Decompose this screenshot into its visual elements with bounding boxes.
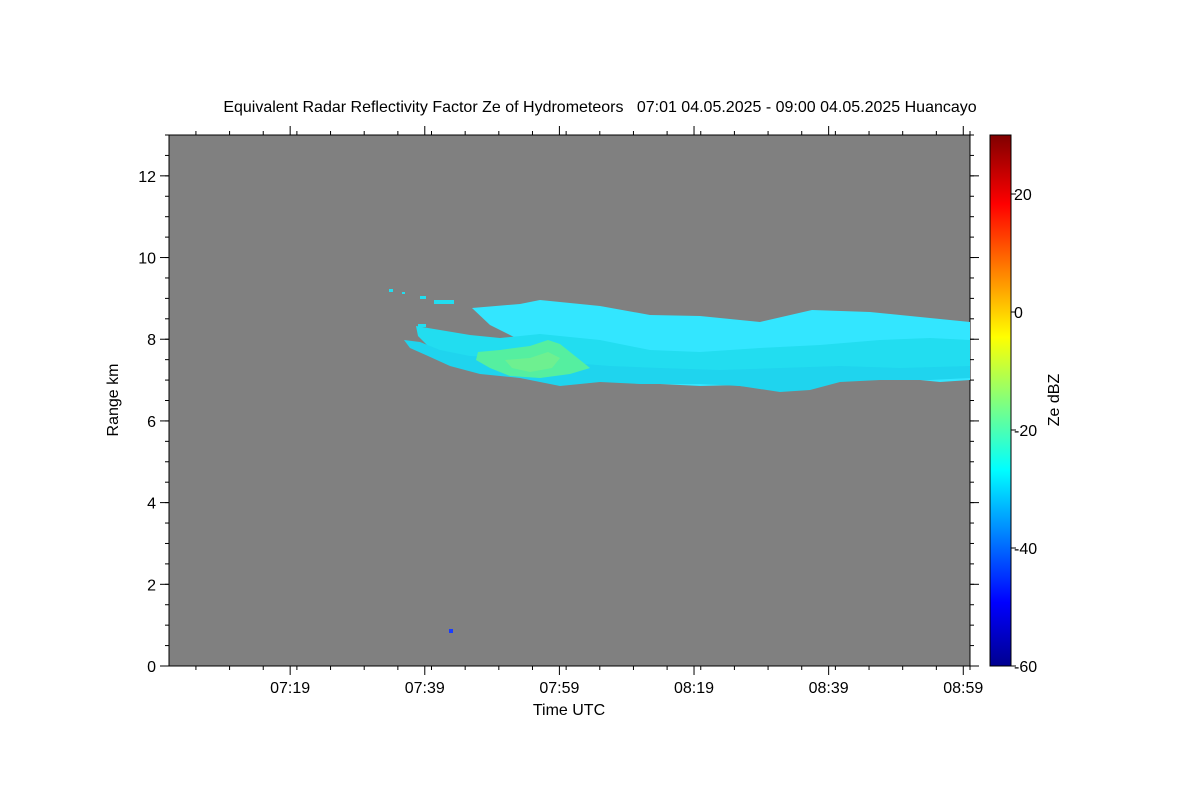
echo-layer-lower: [404, 340, 970, 392]
x-axis-label: Time UTC: [533, 702, 605, 719]
plot-area: [168, 134, 971, 667]
echo-core-inner: [505, 352, 560, 372]
colorbar-ticks: -60 -40 -20 0 20: [1011, 187, 1037, 676]
y-tick-label: 8: [147, 332, 156, 349]
y-tick-label: 2: [147, 577, 156, 594]
y-tick-label: 12: [138, 169, 156, 186]
x-tick-label: 08:19: [674, 680, 714, 697]
echo-speck: [402, 292, 405, 294]
echo-speck: [389, 289, 393, 292]
colorbar-tick-label: -40: [1014, 541, 1037, 558]
isolated-echo-point: [449, 629, 453, 633]
echo-speck: [434, 300, 454, 304]
echo-speck: [420, 296, 426, 299]
y-tick-label: 0: [147, 659, 156, 676]
colorbar-label: Ze dBZ: [1046, 374, 1063, 427]
echo-speck: [418, 324, 426, 327]
colorbar-tick-label: -20: [1014, 423, 1037, 440]
colorbar-tick-label: 20: [1014, 187, 1032, 204]
y-tick-label: 6: [147, 414, 156, 431]
y-tick-label: 10: [138, 251, 156, 268]
colorbar-tick-label: -60: [1014, 659, 1037, 676]
echo-region: [389, 289, 970, 633]
x-tick-label: 07:39: [405, 680, 445, 697]
x-tick-label: 07:19: [270, 680, 310, 697]
axes: 07:19 07:39 07:59 08:19 08:39 08:59 0 2 4 6 8 10 12: [138, 126, 983, 697]
chart-title: Equivalent Radar Reflectivity Factor Ze …: [223, 99, 977, 116]
x-tick-label: 08:59: [943, 680, 983, 697]
colorbar: [989, 134, 1012, 667]
x-tick-label: 08:39: [809, 680, 849, 697]
y-tick-label: 4: [147, 496, 156, 513]
x-tick-label: 07:59: [539, 680, 579, 697]
colorbar-tick-label: 0: [1014, 305, 1023, 322]
y-axis-label: Range km: [105, 364, 122, 437]
